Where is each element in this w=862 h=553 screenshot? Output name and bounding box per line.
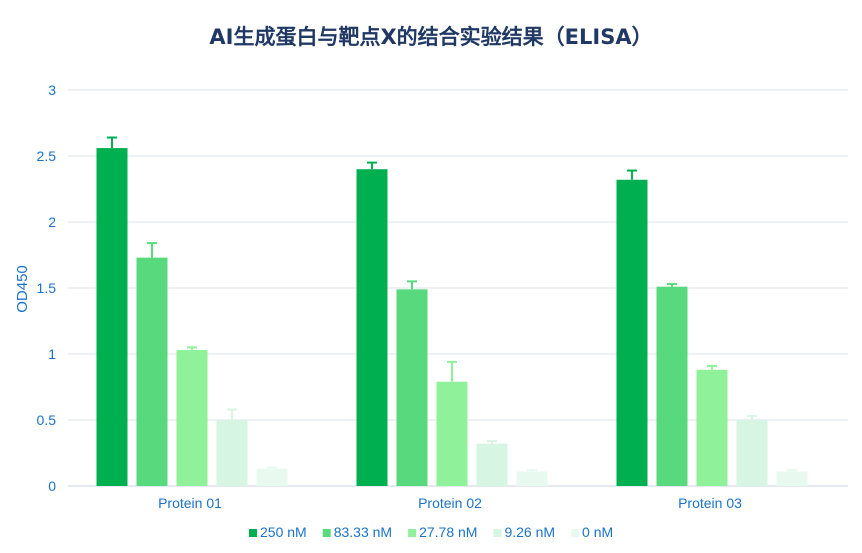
bar [656, 286, 688, 486]
bar [476, 443, 508, 486]
legend-swatch [408, 529, 417, 537]
legend-entry: 9.26 nM [504, 524, 555, 540]
x-axis-ticks: Protein 01 Protein 02 Protein 03 [158, 495, 742, 511]
y-tick-label: 3 [48, 82, 56, 98]
y-axis-ticks: 0 0.5 1 1.5 2 2.5 3 [37, 82, 57, 494]
legend-entry: 0 nM [582, 524, 613, 540]
bar [356, 169, 388, 486]
bar [216, 420, 248, 486]
y-tick-label: 2.5 [37, 148, 57, 164]
bar [396, 289, 428, 486]
bar [136, 257, 168, 486]
x-tick-label: Protein 02 [418, 495, 482, 511]
legend-swatch [571, 529, 580, 537]
x-tick-label: Protein 03 [678, 495, 742, 511]
legend-entry: 83.33 nM [334, 524, 392, 540]
bars [96, 136, 808, 486]
y-tick-label: 2 [48, 214, 56, 230]
bar [256, 468, 288, 486]
bar [176, 350, 208, 486]
legend-swatch [249, 529, 257, 537]
bar [736, 420, 768, 486]
legend-swatch [322, 529, 331, 537]
y-tick-label: 0.5 [37, 412, 57, 428]
bar [96, 148, 128, 486]
legend: 250 nM 83.33 nM 27.78 nM 9.26 nM 0 nM [249, 524, 613, 540]
bar [616, 179, 648, 486]
y-tick-label: 0 [48, 478, 56, 494]
y-tick-label: 1.5 [37, 280, 57, 296]
legend-entry: 250 nM [260, 524, 307, 540]
bar [776, 471, 808, 486]
legend-swatch [493, 529, 502, 537]
y-tick-label: 1 [48, 346, 56, 362]
bar [696, 369, 728, 486]
x-tick-label: Protein 01 [158, 495, 222, 511]
bar [516, 471, 548, 486]
legend-entry: 27.78 nM [419, 524, 477, 540]
chart-title: AI生成蛋白与靶点X的结合实验结果（ELISA） [209, 25, 652, 49]
y-axis-title: OD450 [14, 265, 31, 313]
bar [436, 381, 468, 486]
